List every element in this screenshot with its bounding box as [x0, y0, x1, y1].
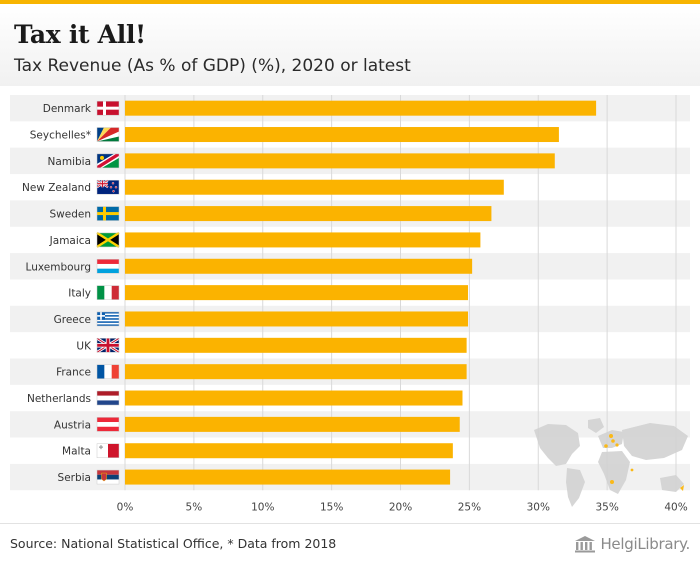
chart-subtitle: Tax Revenue (As % of GDP) (%), 2020 or l… — [14, 56, 411, 76]
greece-flag-icon — [96, 311, 120, 327]
world-map-icon — [534, 418, 688, 507]
brand[interactable]: HelgiLibrary. — [574, 533, 690, 555]
x-tick-label: 35% — [595, 501, 618, 513]
category-label: Malta — [62, 446, 91, 458]
category-label: Italy — [68, 288, 91, 300]
chart-title: Tax it All! — [14, 20, 146, 49]
bar-italy — [125, 285, 468, 301]
bar-luxembourg — [125, 258, 473, 274]
france-flag-icon — [96, 364, 120, 379]
category-label: Denmark — [43, 103, 92, 115]
luxembourg-flag-icon — [96, 259, 120, 274]
category-label: Greece — [54, 314, 91, 326]
x-tick-label: 15% — [320, 501, 343, 513]
x-tick-label: 5% — [186, 501, 203, 513]
category-label: Netherlands — [27, 393, 91, 405]
category-label: Seychelles* — [30, 130, 91, 142]
jamaica-flag-icon — [96, 231, 120, 248]
library-building-icon — [575, 536, 596, 553]
category-label: Sweden — [50, 209, 92, 221]
bar-france — [125, 364, 467, 380]
category-label: Jamaica — [49, 235, 91, 247]
namibia-flag-icon — [96, 153, 120, 169]
bar-new-zealand — [125, 179, 504, 195]
top-accent-bar — [0, 0, 700, 4]
malta-flag-icon — [96, 443, 120, 458]
brand-name: HelgiLibrary. — [600, 535, 690, 553]
category-label: Serbia — [58, 472, 91, 484]
bar-denmark — [125, 100, 597, 116]
flags — [96, 100, 120, 485]
italy-flag-icon — [96, 285, 120, 300]
bar-netherlands — [125, 390, 463, 406]
category-label: UK — [76, 340, 92, 352]
netherlands-flag-icon — [96, 390, 120, 406]
footer-divider — [0, 523, 700, 524]
category-label: Austria — [54, 419, 91, 431]
bar-sweden — [125, 206, 492, 222]
seychelles-flag-icon — [96, 127, 120, 142]
bar-greece — [125, 311, 468, 327]
bar-austria — [125, 416, 460, 432]
category-label: New Zealand — [22, 182, 91, 194]
denmark-flag-icon — [96, 100, 120, 116]
serbia-flag-icon — [96, 469, 120, 485]
bar-jamaica — [125, 232, 481, 248]
source-note: Source: National Statistical Office, * D… — [10, 536, 337, 551]
uk-flag-icon — [96, 337, 120, 354]
bars — [125, 100, 597, 485]
sweden-flag-icon — [96, 206, 120, 221]
bar-namibia — [125, 153, 555, 169]
bar-serbia — [125, 469, 451, 485]
x-tick-label: 10% — [251, 501, 274, 513]
x-tick-label: 0% — [117, 501, 134, 513]
x-tick-labels: 0% 5% 10% 15% 20% 25% 30% 35% 40% — [117, 501, 688, 513]
bar-uk — [125, 337, 467, 353]
bar-seychelles — [125, 127, 559, 143]
bar-malta — [125, 443, 453, 459]
new-zealand-flag-icon — [96, 179, 120, 195]
austria-flag-icon — [96, 417, 120, 432]
x-tick-label: 20% — [389, 501, 412, 513]
category-label: Namibia — [48, 156, 91, 168]
x-tick-label: 40% — [664, 501, 687, 513]
category-label: Luxembourg — [26, 261, 91, 273]
category-label: France — [56, 367, 91, 379]
category-labels: Denmark Seychelles* Namibia New Zealand Swed… — [22, 103, 92, 484]
x-tick-label: 25% — [458, 501, 481, 513]
chart-header: Tax it All! Tax Revenue (As % of GDP) (%… — [0, 4, 700, 86]
x-tick-label: 30% — [527, 501, 550, 513]
